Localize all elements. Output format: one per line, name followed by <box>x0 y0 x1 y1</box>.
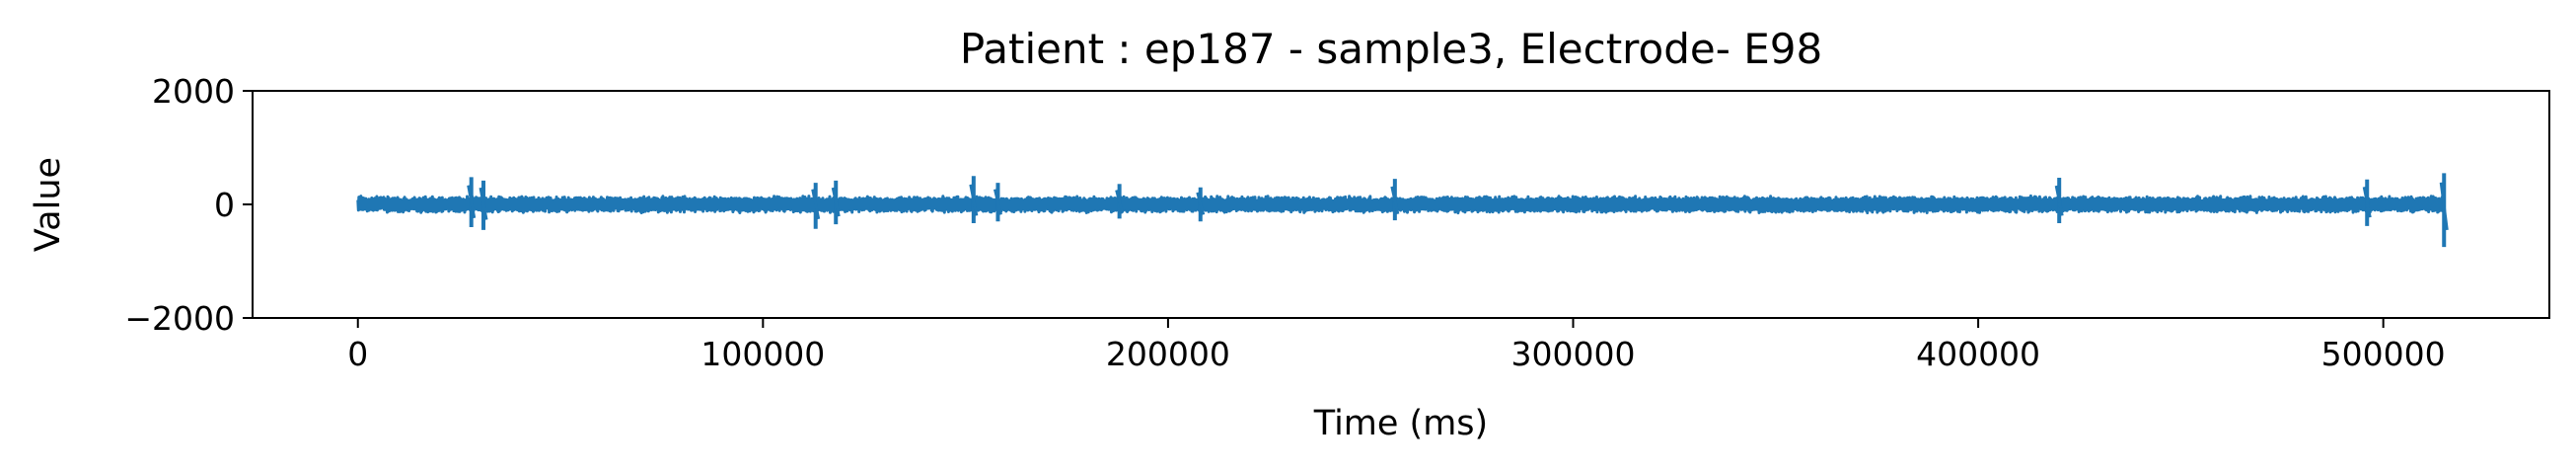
signal-spike-detail <box>1196 192 1206 215</box>
signal-spike-detail <box>2362 187 2372 218</box>
x-tick-label: 100000 <box>700 335 825 373</box>
signal-trace <box>356 194 2446 215</box>
x-tick-label: 0 <box>347 335 368 373</box>
signal-spike-detail <box>2054 185 2064 216</box>
x-tick-label: 400000 <box>1916 335 2040 373</box>
y-axis: −2000 0 2000 <box>124 72 253 338</box>
signal-spike-detail <box>467 185 477 219</box>
signal-spike-detail <box>969 184 979 216</box>
signal-spike-detail <box>478 187 488 220</box>
y-axis-label: Value <box>29 157 68 252</box>
signal-spike-detail <box>811 189 821 220</box>
y-tick-label: 2000 <box>152 72 235 111</box>
signal-spike-detail <box>1390 186 1400 214</box>
signal-spike-detail <box>1115 190 1125 214</box>
y-tick-label: −2000 <box>124 299 235 338</box>
signal-spike-detail <box>2439 182 2449 231</box>
signal-spike-detail <box>994 189 1002 215</box>
x-axis: 0 100000 200000 300000 400000 500000 <box>347 318 2446 373</box>
chart-title: Patient : ep187 - sample3, Electrode- E9… <box>960 25 1822 73</box>
x-tick-label: 200000 <box>1106 335 1230 373</box>
x-tick-label: 300000 <box>1511 335 1636 373</box>
signal-spike-detail <box>831 187 841 217</box>
y-tick-label: 0 <box>214 186 235 224</box>
x-tick-label: 500000 <box>2321 335 2446 373</box>
x-axis-label: Time (ms) <box>1313 404 1488 443</box>
plot-area <box>356 173 2449 248</box>
